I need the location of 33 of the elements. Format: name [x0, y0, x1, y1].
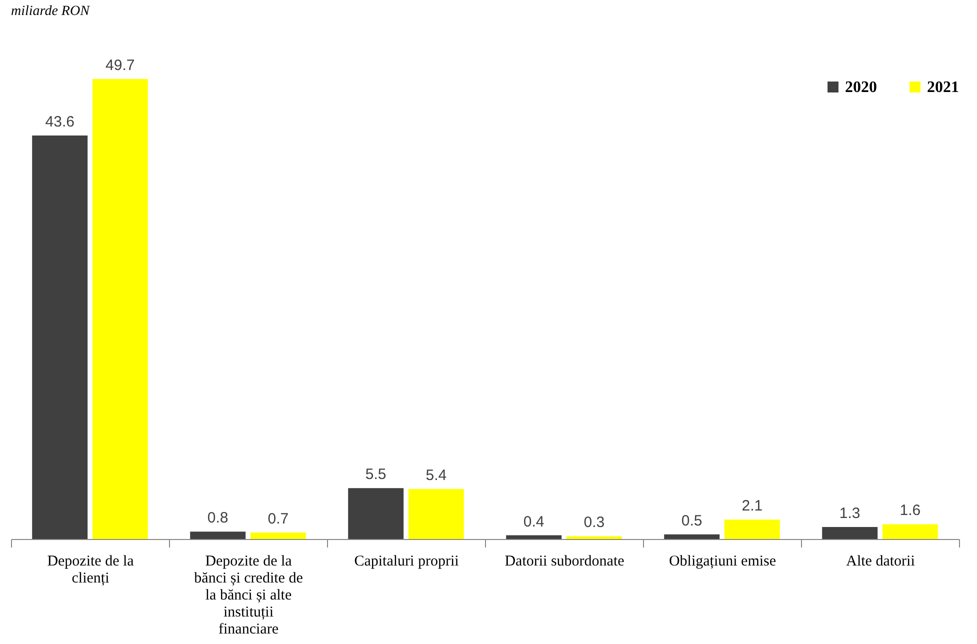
- x-tick-label: Datorii subordonate: [504, 554, 625, 570]
- data-label: 0.8: [207, 510, 228, 527]
- data-label: 0.4: [523, 513, 544, 530]
- legend-label: 2021: [927, 79, 959, 96]
- x-tick-label: Depozite de la bănci și credite de la bănci și alte instituții financiare: [194, 554, 304, 638]
- data-label: 43.6: [45, 113, 74, 130]
- bar: [724, 520, 780, 539]
- x-tick-label: Capitaluri proprii: [354, 554, 459, 570]
- x-tick-label: Depozite de la clienți: [47, 554, 134, 586]
- data-label: 5.5: [365, 466, 386, 484]
- data-label: 0.5: [681, 512, 702, 530]
- x-tick-label: Alte datorii: [846, 554, 915, 570]
- data-label: 0.3: [584, 514, 605, 532]
- data-label: 49.7: [106, 57, 135, 74]
- bar: [32, 135, 88, 539]
- data-label: 5.4: [426, 467, 447, 484]
- bar: [506, 535, 562, 539]
- data-label: 1.6: [900, 502, 921, 520]
- bar: [92, 79, 148, 539]
- bar: [664, 534, 720, 539]
- legend-label: 2020: [845, 79, 877, 96]
- data-label: 0.7: [268, 510, 289, 528]
- data-label: 1.3: [839, 504, 860, 522]
- x-tick-label: Obligațiuni emise: [668, 554, 776, 570]
- bar: [190, 532, 246, 539]
- bar: [882, 524, 938, 539]
- chart-title: miliarde RON: [11, 4, 90, 19]
- bar: [566, 536, 622, 539]
- bar: [348, 488, 404, 539]
- data-label: 2.1: [742, 498, 763, 515]
- bar: [250, 532, 306, 539]
- bar: [408, 489, 464, 539]
- bar: [822, 526, 878, 539]
